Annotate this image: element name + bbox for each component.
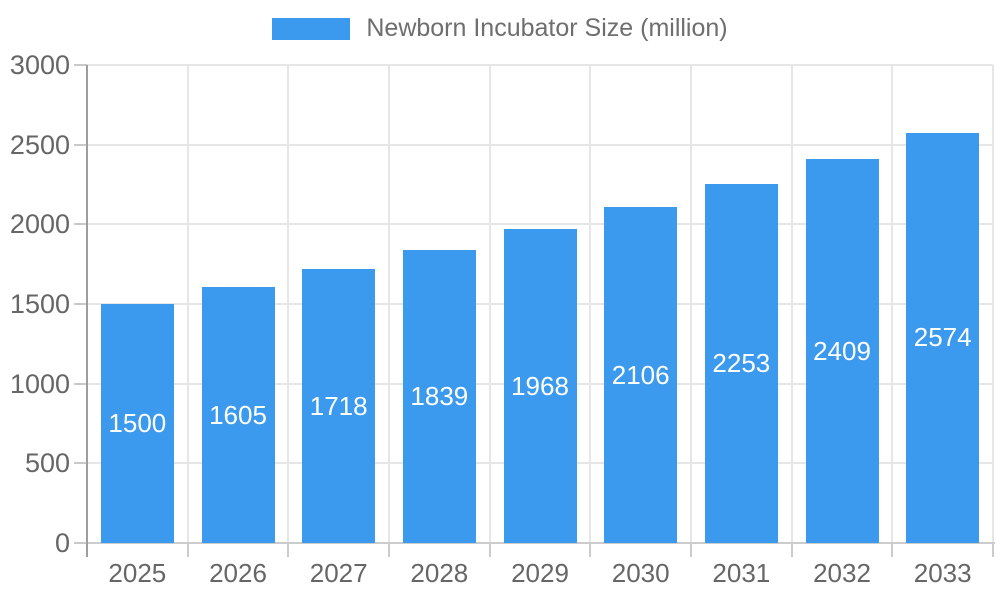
bar-2027: 1718 <box>302 269 376 543</box>
x-axis-tick <box>488 543 491 557</box>
bar-value-label: 2106 <box>611 359 670 390</box>
x-axis-tick <box>992 543 994 557</box>
x-axis-tick <box>287 543 290 557</box>
x-axis-label: 2031 <box>712 558 771 588</box>
bar-2026: 1605 <box>201 287 275 543</box>
bar-value-label: 1500 <box>108 408 167 438</box>
y-axis-tick <box>74 303 87 305</box>
bar-value-label: 1968 <box>511 370 569 401</box>
x-axis-tick <box>589 543 592 557</box>
y-axis-label: 1000 <box>9 368 70 399</box>
bar-value-label: 2574 <box>913 322 972 353</box>
y-axis-label: 3000 <box>9 50 70 80</box>
y-axis-label: 1500 <box>9 289 70 319</box>
y-axis-tick <box>74 64 87 66</box>
bar-2031: 2253 <box>704 184 778 543</box>
x-axis-line <box>87 542 995 544</box>
gridline-vertical <box>186 65 189 543</box>
bar-2033: 2574 <box>906 132 980 543</box>
y-axis-tick <box>74 382 87 385</box>
gridline-vertical <box>690 65 692 543</box>
y-axis-line <box>86 65 88 557</box>
x-axis-tick <box>186 543 189 557</box>
y-axis-tick <box>74 462 87 465</box>
gridline-vertical <box>388 65 390 543</box>
x-axis-label: 2033 <box>913 558 972 588</box>
x-axis-tick <box>891 543 894 557</box>
bar-2032: 2409 <box>805 159 879 543</box>
gridline-vertical <box>992 65 994 543</box>
gridline-vertical <box>790 65 793 543</box>
bar-value-label: 1718 <box>309 390 368 421</box>
y-axis-label: 2500 <box>9 129 70 160</box>
bar-value-label: 2253 <box>712 348 771 378</box>
gridline-horizontal <box>87 223 993 226</box>
bar-2029: 1968 <box>503 229 577 543</box>
gridline-vertical <box>589 65 592 543</box>
x-axis-tick <box>690 543 692 557</box>
y-axis-tick <box>74 143 87 146</box>
y-axis-label: 500 <box>24 448 70 479</box>
x-axis-tick <box>388 543 390 557</box>
legend[interactable]: Newborn Incubator Size (million) <box>0 14 1000 43</box>
y-axis-label: 2000 <box>9 209 70 240</box>
y-axis-tick <box>74 542 87 544</box>
x-axis-label: 2032 <box>813 558 871 588</box>
legend-label: Newborn Incubator Size (million) <box>366 14 728 42</box>
gridline-vertical <box>891 65 894 543</box>
bar-value-label: 2409 <box>813 335 871 366</box>
x-axis-label: 2027 <box>309 558 368 588</box>
gridline-vertical <box>488 65 491 543</box>
x-axis-label: 2026 <box>209 558 267 588</box>
bar-2025: 1500 <box>100 304 174 543</box>
x-axis-label: 2028 <box>410 558 469 588</box>
bar-2028: 1839 <box>402 249 476 543</box>
y-axis-label: 0 <box>54 528 70 558</box>
gridline-vertical <box>287 65 290 543</box>
x-axis-tick <box>790 543 793 557</box>
x-axis-label: 2025 <box>108 558 167 588</box>
legend-swatch <box>272 17 351 40</box>
gridline-horizontal <box>87 143 993 146</box>
bar-value-label: 1605 <box>209 399 267 430</box>
bar-value-label: 1839 <box>410 380 469 411</box>
gridline-horizontal <box>87 64 993 66</box>
y-axis-tick <box>74 223 87 226</box>
x-axis-label: 2030 <box>611 558 670 588</box>
x-axis-label: 2029 <box>511 558 569 588</box>
bar-2030: 2106 <box>604 207 678 543</box>
